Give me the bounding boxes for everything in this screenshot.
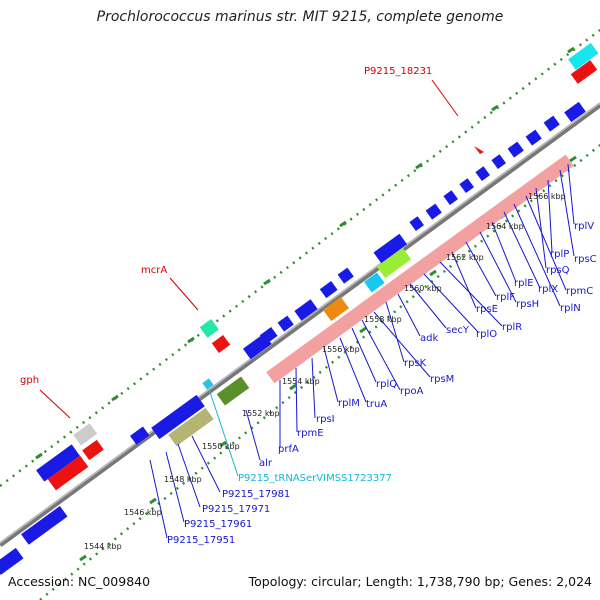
label-rplN[interactable]: rplN: [560, 303, 581, 314]
gene-rpoA-cyan[interactable]: [364, 272, 385, 293]
gene-block-o[interactable]: [543, 115, 560, 132]
label-rpmE[interactable]: rpmE: [297, 428, 324, 439]
label-rplQ[interactable]: rplQ: [376, 379, 397, 390]
label-rplF[interactable]: rplF: [496, 292, 515, 303]
gene-p9215-18231-cyan[interactable]: [568, 42, 599, 70]
operon-band: [266, 154, 574, 384]
scale-label: 1548 kbp: [164, 475, 202, 484]
inner-ticks: [79, 155, 577, 562]
callout-lines-blue: [149, 163, 575, 539]
scale-label: 1544 kbp: [84, 542, 122, 551]
label-mcrA[interactable]: mcrA: [141, 265, 167, 276]
label-rpsE[interactable]: rpsE: [476, 304, 498, 315]
gene-p9215-17981[interactable]: [151, 394, 205, 440]
label-rpsK[interactable]: rpsK: [404, 358, 427, 369]
scale-label: 1554 kbp: [282, 377, 320, 386]
label-p9215-17961[interactable]: P9215_17961: [184, 519, 252, 530]
gene-mcrA-green[interactable]: [199, 319, 219, 338]
label-rpsI[interactable]: rpsI: [316, 414, 335, 425]
label-rpsC[interactable]: rpsC: [574, 254, 597, 265]
label-truA[interactable]: truA: [366, 399, 387, 410]
gene-block-e[interactable]: [337, 267, 354, 284]
label-p9215-18231[interactable]: P9215_18231: [364, 66, 432, 77]
gene-grey[interactable]: [73, 423, 98, 446]
callout-line-trna: [209, 391, 239, 477]
label-rpmC[interactable]: rpmC: [566, 286, 593, 297]
label-rpsQ[interactable]: rpsQ: [546, 265, 570, 276]
gene-block-b[interactable]: [277, 315, 294, 332]
gene-rplV[interactable]: [564, 101, 586, 123]
forward-strand-genes: [36, 42, 599, 491]
gene-red-small[interactable]: [82, 439, 104, 461]
gene-truA-orange[interactable]: [322, 296, 350, 322]
accession-text: Accession: NC_009840: [8, 574, 151, 589]
gene-secY-lime[interactable]: [376, 247, 412, 279]
red-labels: gph mcrA P9215_18231: [20, 66, 432, 386]
label-rplM[interactable]: rplM: [338, 398, 360, 409]
genome-summary-text: Topology: circular; Length: 1,738,790 bp…: [248, 574, 592, 589]
scale-label: 1558 kbp: [364, 315, 402, 324]
gene-block-i[interactable]: [443, 190, 458, 205]
gene-block-l[interactable]: [491, 154, 506, 169]
gene-p9215-17951[interactable]: [21, 506, 68, 545]
marker-arrow: [474, 146, 484, 154]
label-rpoA[interactable]: rpoA: [400, 386, 424, 397]
label-p9215-17981[interactable]: P9215_17981: [222, 489, 290, 500]
gene-edge-left[interactable]: [0, 547, 24, 575]
gene-gph[interactable]: [36, 444, 80, 482]
gene-block-f[interactable]: [373, 233, 408, 264]
label-gph[interactable]: gph: [20, 375, 39, 386]
outer-ticks: [35, 46, 575, 460]
label-rplX[interactable]: rplX: [538, 284, 558, 295]
label-trna[interactable]: P9215_tRNASerVIMSS1723377: [238, 473, 392, 484]
label-rplE[interactable]: rplE: [514, 278, 534, 289]
label-rpsM[interactable]: rpsM: [430, 374, 454, 385]
scale-label: 1556 kbp: [322, 345, 360, 354]
gene-darkgreen[interactable]: [216, 376, 250, 406]
inner-dotted-track: [39, 144, 600, 600]
backbone: [0, 102, 600, 548]
gene-block-a[interactable]: [259, 327, 278, 345]
gene-trna[interactable]: [202, 378, 214, 390]
callout-lines-red: [39, 79, 459, 419]
scale-label: 1566 kbp: [528, 192, 566, 201]
scale-label: 1562 kbp: [446, 253, 484, 262]
gene-block-m[interactable]: [507, 141, 524, 158]
gene-block-j[interactable]: [459, 178, 474, 193]
gene-block-h[interactable]: [425, 203, 442, 220]
label-alr[interactable]: alr: [259, 458, 273, 469]
gene-p9215-18231-red[interactable]: [570, 60, 598, 84]
blue-labels: P9215_17951 P9215_17961 P9215_17971 P921…: [167, 221, 597, 546]
page-title: Prochlorococcus marinus str. MIT 9215, c…: [96, 9, 504, 25]
scale-labels: 1544 kbp 1546 kbp 1548 kbp 1550 kbp 1552…: [84, 192, 566, 551]
gene-block-n[interactable]: [525, 129, 542, 146]
gene-mcrA-red[interactable]: [211, 335, 231, 353]
label-rplR[interactable]: rplR: [502, 322, 522, 333]
label-p9215-17951[interactable]: P9215_17951: [167, 535, 235, 546]
outer-dotted-track: [0, 29, 600, 487]
label-adk[interactable]: adk: [420, 333, 438, 344]
scale-label: 1550 kbp: [202, 442, 240, 451]
scale-label: 1552 kbp: [242, 409, 280, 418]
gene-block-c[interactable]: [294, 299, 318, 321]
label-rplP[interactable]: rplP: [550, 249, 569, 260]
gene-gph-rrna[interactable]: [47, 455, 89, 491]
scale-label: 1560 kbp: [404, 284, 442, 293]
label-p9215-17971[interactable]: P9215_17971: [202, 504, 270, 515]
label-rplV[interactable]: rplV: [574, 221, 594, 232]
gene-block-k[interactable]: [475, 166, 490, 181]
gene-alr-olive[interactable]: [168, 407, 214, 447]
gene-p9215-17971[interactable]: [130, 426, 150, 445]
reverse-strand-genes: [0, 101, 586, 575]
scale-label: 1546 kbp: [124, 508, 162, 517]
label-prfA[interactable]: prfA: [278, 444, 299, 455]
gene-block-d[interactable]: [319, 281, 338, 299]
label-rpsH[interactable]: rpsH: [516, 299, 539, 310]
label-rplO[interactable]: rplO: [476, 329, 497, 340]
gene-block-g[interactable]: [409, 216, 424, 231]
label-secY[interactable]: secY: [446, 325, 470, 336]
scale-label: 1564 kbp: [486, 222, 524, 231]
